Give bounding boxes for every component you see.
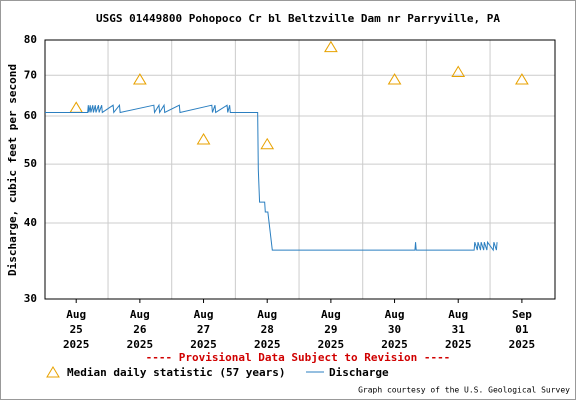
y-axis-label: Discharge, cubic feet per second [6, 64, 19, 276]
provisional-note: ---- Provisional Data Subject to Revisio… [146, 351, 451, 364]
median-marker [323, 40, 338, 53]
legend-swatch [46, 366, 60, 378]
x-tick-label: Aug 25 2025 [63, 308, 90, 351]
legend-label: Median daily statistic (57 years) [67, 366, 286, 379]
x-tick-label: Aug 28 2025 [254, 308, 281, 351]
y-tick-label: 80 [24, 33, 37, 46]
chart-title: USGS 01449800 Pohopoco Cr bl Beltzville … [96, 12, 500, 25]
x-tick-label: Aug 27 2025 [190, 308, 217, 351]
plot-border [44, 39, 556, 300]
x-tick-label: Sep 01 2025 [509, 308, 536, 351]
median-marker [260, 137, 275, 150]
x-tick-label: Aug 26 2025 [127, 308, 154, 351]
y-tick-label: 40 [24, 216, 37, 229]
median-marker [196, 132, 211, 145]
y-tick-label: 60 [24, 109, 37, 122]
median-marker [451, 65, 466, 78]
x-tick-label: Aug 29 2025 [318, 308, 345, 351]
median-marker [387, 73, 402, 85]
y-tick-label: 30 [24, 292, 37, 305]
x-tick-label: Aug 31 2025 [445, 308, 472, 351]
credit: Graph courtesy of the U.S. Geological Su… [358, 386, 570, 395]
discharge-line [45, 103, 498, 252]
legend-label: Discharge [329, 366, 389, 379]
median-marker [515, 73, 529, 85]
y-tick-label: 70 [24, 68, 37, 81]
median-marker [132, 73, 147, 85]
x-tick-label: Aug 30 2025 [381, 308, 408, 351]
y-tick-label: 50 [24, 157, 37, 170]
